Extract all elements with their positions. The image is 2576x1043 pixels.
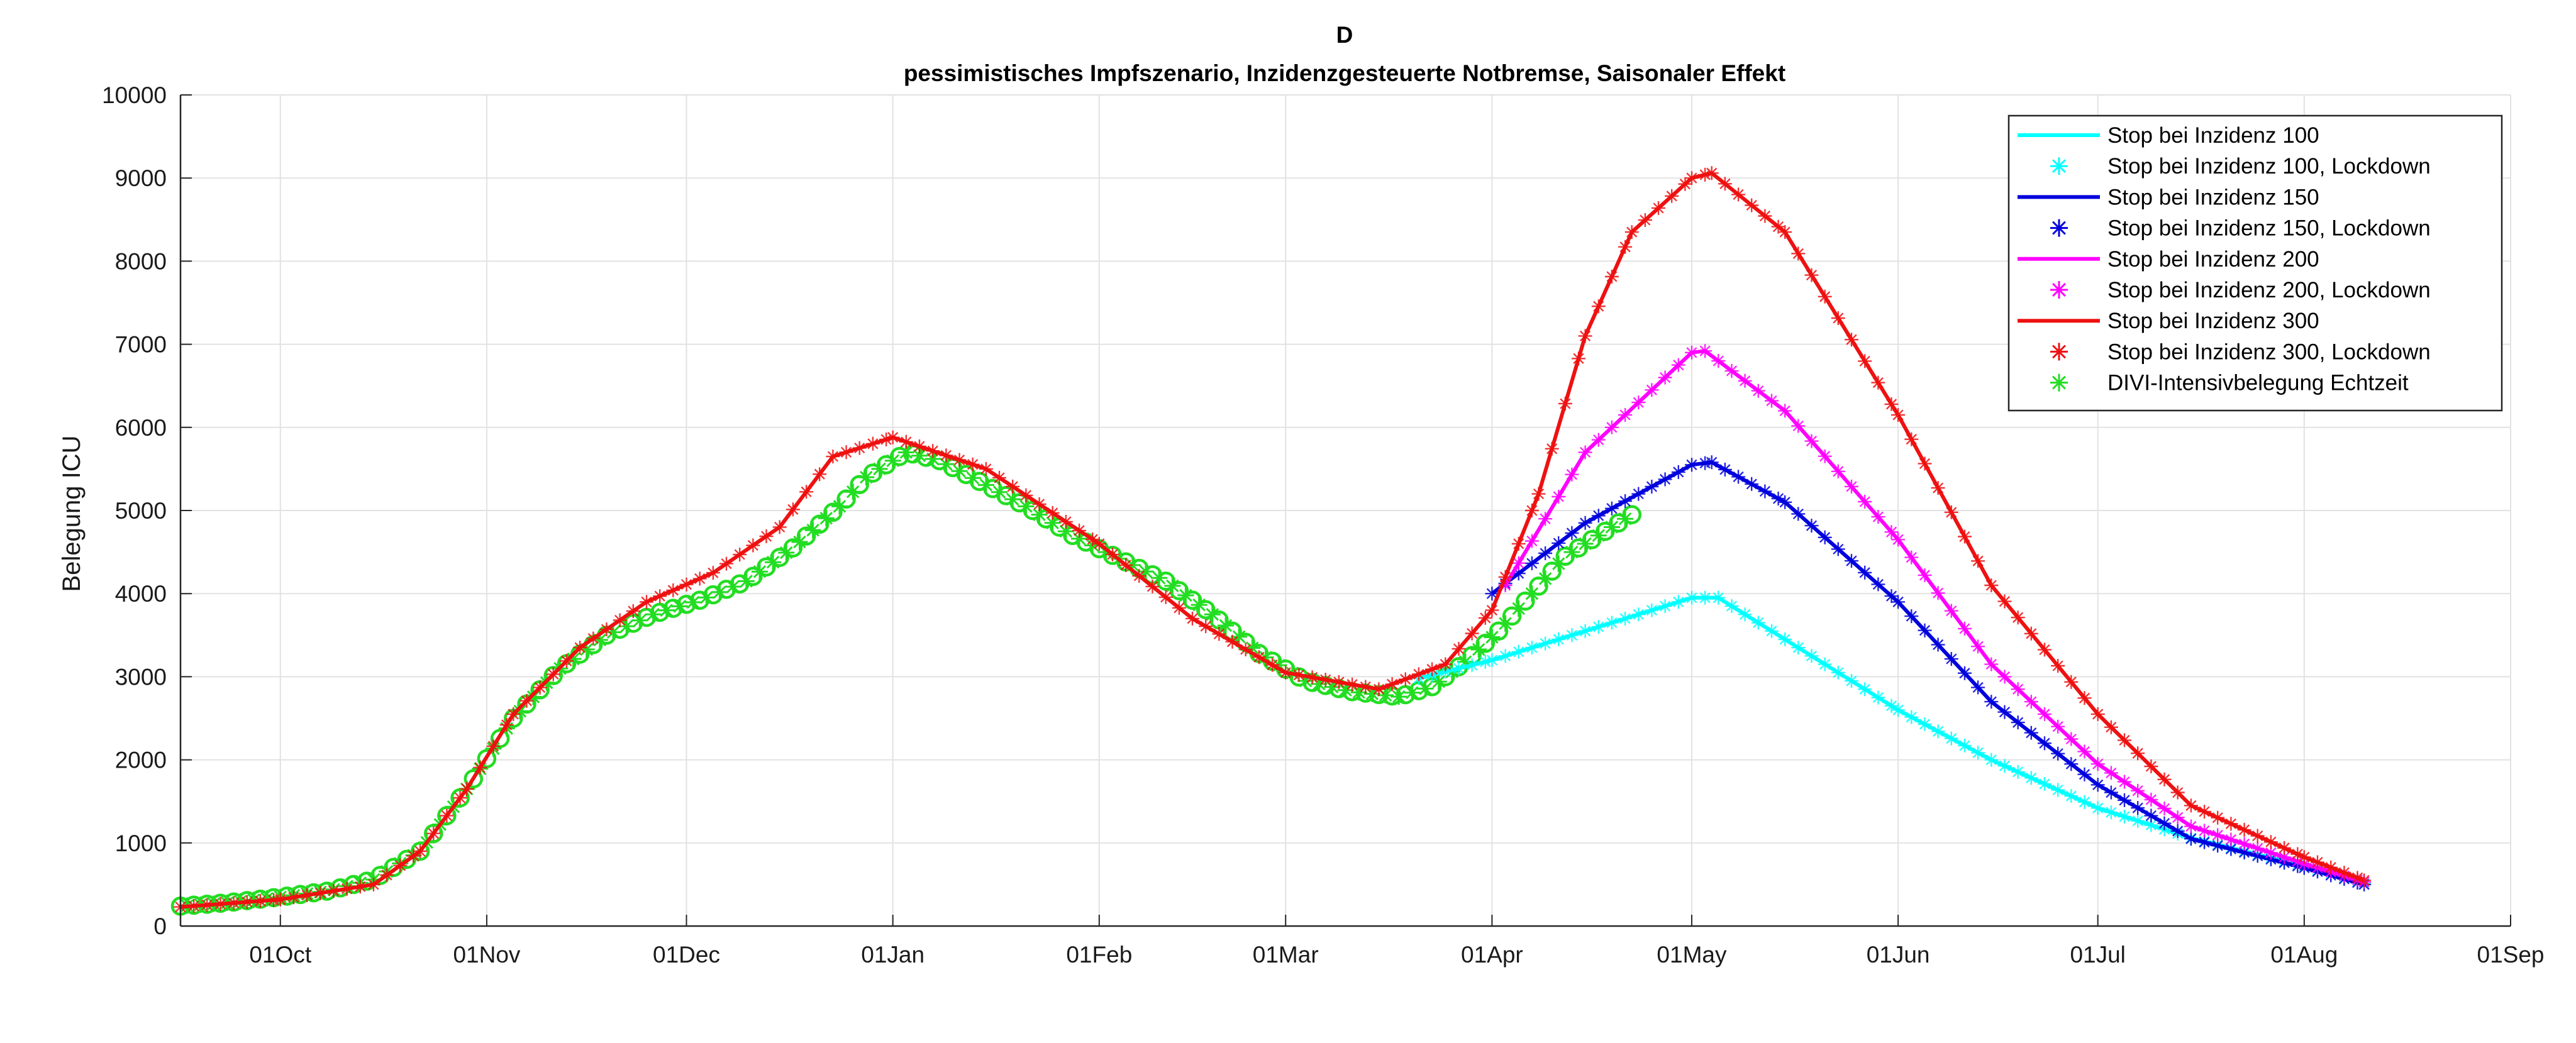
y-tick-label: 9000 — [115, 165, 167, 191]
data-point — [511, 703, 528, 720]
data-point — [770, 548, 789, 567]
data-point — [525, 688, 541, 705]
legend-swatch-star — [2050, 281, 2068, 299]
y-tick-label: 10000 — [102, 82, 167, 108]
legend-label: Stop bei Inzidenz 150 — [2107, 185, 2319, 209]
data-point — [1182, 590, 1202, 610]
legend-label: Stop bei Inzidenz 100 — [2107, 123, 2319, 148]
axes: 0 1000 2000 3000 4000 5000 6000 7000 8000 9000 100… — [102, 82, 2544, 968]
data-point — [1582, 530, 1602, 549]
data-point — [876, 455, 896, 475]
y-tick-label: 6000 — [115, 415, 167, 441]
y-tick-label: 7000 — [115, 332, 167, 358]
data-point — [1537, 570, 1554, 587]
data-point — [1023, 500, 1043, 521]
legend: Stop bei Inzidenz 100 Stop bei Inzidenz 1… — [2007, 114, 2503, 412]
data-point — [890, 446, 909, 466]
x-tick-label: 01Apr — [1461, 942, 1523, 968]
y-tick-label: 3000 — [115, 664, 167, 690]
legend-swatch-star — [2050, 343, 2068, 361]
y-axis-label: Belegung ICU — [58, 435, 86, 592]
data-point — [743, 566, 763, 587]
data-point — [1363, 685, 1380, 702]
data-point — [1156, 571, 1175, 591]
legend-label: Stop bei Inzidenz 200 — [2107, 247, 2319, 272]
data-point — [1196, 600, 1216, 619]
data-point — [1550, 555, 1567, 572]
data-point — [1622, 505, 1641, 524]
y-tick-label: 0 — [153, 913, 167, 939]
data-point — [783, 538, 803, 558]
data-point — [1510, 600, 1527, 617]
legend-label: DIVI-Intensivbelegung Echtzeit — [2107, 371, 2409, 395]
x-tick-label: 01Mar — [1253, 942, 1319, 968]
data-point — [831, 498, 848, 515]
legend-swatch-star — [2050, 157, 2068, 175]
legend-box — [2007, 114, 2503, 412]
data-point — [1568, 538, 1589, 558]
data-point — [1555, 546, 1575, 566]
legend-label: Stop bei Inzidenz 200, Lockdown — [2107, 278, 2431, 302]
data-point — [258, 890, 275, 907]
data-point — [477, 749, 497, 768]
y-tick-label: 8000 — [115, 248, 167, 274]
data-point — [796, 526, 816, 546]
legend-label: Stop bei Inzidenz 100, Lockdown — [2107, 154, 2431, 179]
data-point — [1475, 634, 1496, 653]
x-tick-label: 01Aug — [2270, 942, 2338, 968]
x-tick-label: 01Jul — [2070, 942, 2125, 968]
data-point — [397, 849, 417, 869]
data-point — [1169, 581, 1189, 600]
data-point — [863, 463, 883, 483]
y-tick-label: 5000 — [115, 498, 167, 524]
series-layer — [170, 166, 2372, 916]
data-point — [1596, 521, 1615, 541]
x-tick-label: 01May — [1657, 942, 1727, 968]
x-tick-label: 01Nov — [453, 942, 520, 968]
legend-label: Stop bei Inzidenz 300, Lockdown — [2107, 339, 2431, 364]
data-point — [823, 502, 843, 522]
x-tick-label: 01Jan — [861, 942, 924, 968]
legend-label: Stop bei Inzidenz 150, Lockdown — [2107, 216, 2431, 241]
data-point — [1497, 615, 1514, 632]
data-point — [464, 769, 484, 789]
chart-subtitle: pessimistisches Impfszenario, Inzidenzge… — [904, 60, 1785, 86]
legend-swatch-star — [2050, 219, 2068, 237]
x-tick-label: 01Oct — [249, 942, 311, 968]
data-point — [1523, 585, 1540, 602]
data-point — [757, 557, 776, 577]
series-3 — [1498, 344, 2372, 889]
data-point — [845, 483, 862, 500]
x-tick-label: 01Sep — [2477, 942, 2545, 968]
legend-swatch-star — [2050, 373, 2068, 392]
legend-label: Stop bei Inzidenz 300 — [2107, 309, 2319, 333]
x-tick-label: 01Feb — [1066, 942, 1132, 968]
data-point — [1377, 687, 1394, 704]
x-tick-label: 01Dec — [653, 942, 720, 968]
data-point — [1350, 684, 1367, 701]
data-point — [1609, 513, 1628, 533]
y-tick-label: 1000 — [115, 831, 167, 856]
series-3-lockdown-markers — [1498, 344, 2372, 889]
chart-title: D — [1336, 22, 1353, 48]
y-tick-label: 4000 — [115, 581, 167, 607]
y-tick-label: 2000 — [115, 748, 167, 773]
x-tick-label: 01Jun — [1867, 942, 1930, 968]
data-point — [809, 514, 830, 534]
